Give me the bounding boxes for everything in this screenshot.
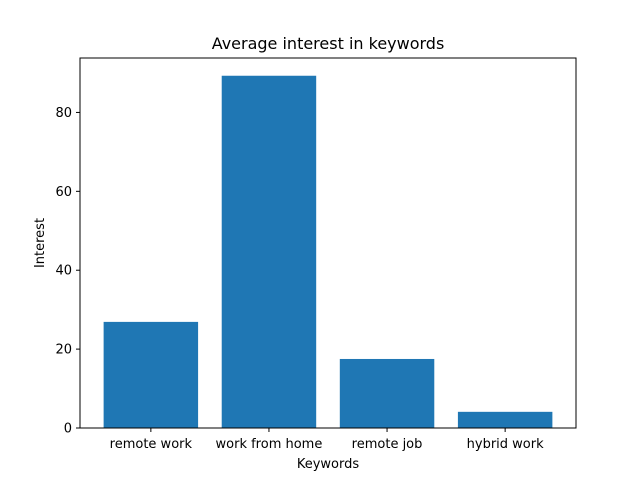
bars-group	[103, 75, 553, 428]
x-tick-label: hybrid work	[467, 437, 544, 452]
chart-title: Average interest in keywords	[212, 34, 445, 53]
x-tick-label: remote work	[110, 437, 193, 452]
y-tick-label: 40	[55, 264, 72, 279]
x-axis-ticks: remote work work from home remote job hybri…	[110, 428, 544, 452]
bar-remote-job	[339, 358, 435, 428]
y-axis-label: Interest	[33, 218, 48, 268]
x-tick-label: work from home	[216, 437, 323, 452]
y-axis-ticks: 0 20 40 60 80	[55, 106, 80, 437]
plot-frame	[79, 57, 577, 429]
x-axis-label: Keywords	[297, 457, 360, 472]
y-tick-label: 60	[55, 185, 72, 200]
y-tick-label: 80	[55, 106, 72, 121]
bar-work-from-home	[221, 75, 317, 428]
bar-hybrid-work	[457, 411, 553, 428]
y-tick-label: 20	[55, 343, 72, 358]
x-tick-label: remote job	[352, 437, 423, 452]
y-tick-label: 0	[64, 422, 72, 437]
bar-remote-work	[103, 321, 199, 428]
